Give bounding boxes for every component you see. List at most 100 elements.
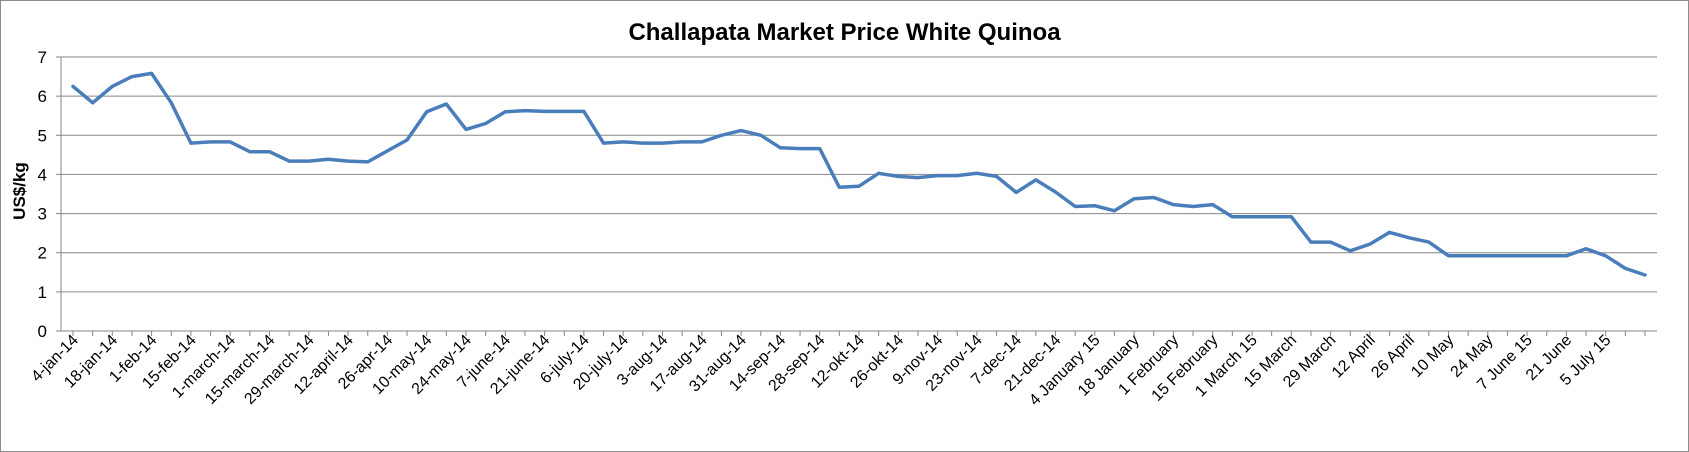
data-point: [661, 141, 664, 145]
data-point: [1407, 236, 1411, 240]
data-point: [209, 140, 213, 144]
x-tick-label: 10 May: [1408, 332, 1457, 381]
data-point: [719, 133, 723, 137]
data-point: [1250, 215, 1254, 219]
data-point: [1505, 254, 1509, 258]
data-point: [307, 159, 311, 163]
data-point: [700, 140, 704, 144]
data-point: [1211, 203, 1215, 207]
data-point: [1073, 205, 1077, 209]
data-point: [523, 109, 527, 113]
data-point: [1191, 205, 1195, 209]
data-point: [484, 122, 488, 126]
data-point: [366, 160, 370, 164]
data-point: [444, 102, 448, 106]
data-point: [1270, 215, 1274, 219]
data-point: [1230, 215, 1234, 219]
data-point: [1388, 230, 1392, 234]
data-point: [405, 138, 409, 142]
y-tick-label: 6: [38, 87, 47, 106]
data-point: [582, 109, 586, 113]
y-tick-label: 7: [38, 48, 47, 67]
data-point: [268, 150, 271, 154]
data-point: [1289, 215, 1293, 219]
data-point: [1329, 240, 1333, 244]
x-tick-label: 26 April: [1368, 332, 1418, 382]
data-point: [1525, 254, 1529, 258]
data-point: [287, 159, 291, 163]
gridlines: [61, 56, 1657, 293]
y-tick-label: 3: [38, 205, 47, 224]
y-tick-label: 0: [38, 322, 47, 341]
data-point: [562, 109, 566, 113]
y-tick-label: 5: [38, 126, 47, 145]
data-point: [1014, 190, 1018, 194]
data-point: [975, 171, 979, 175]
data-point: [936, 174, 940, 178]
data-point: [346, 159, 350, 163]
data-point: [248, 150, 252, 154]
data-point: [150, 71, 154, 75]
data-point: [1564, 254, 1568, 258]
data-point: [1171, 203, 1175, 207]
data-point: [503, 110, 507, 114]
data-point: [169, 101, 173, 105]
data-point: [759, 133, 763, 137]
series-layer: [71, 71, 1647, 277]
y-tick-labels: 0 1 2 3 4 5 6 7: [38, 48, 47, 341]
data-point: [1643, 273, 1647, 277]
axes: [56, 56, 1657, 336]
data-point: [877, 171, 881, 175]
data-point: [1093, 204, 1097, 208]
data-point: [778, 146, 782, 150]
data-point: [130, 75, 134, 79]
data-point: [1368, 242, 1372, 246]
data-point: [1309, 240, 1313, 244]
y-tick-label: 2: [38, 244, 47, 263]
data-point: [1034, 178, 1038, 182]
data-point: [385, 149, 389, 153]
data-point: [621, 140, 625, 144]
data-point: [91, 101, 95, 105]
data-point: [896, 174, 900, 178]
y-tick-label: 1: [38, 283, 47, 302]
data-point: [680, 140, 684, 144]
data-point: [464, 127, 468, 131]
data-point: [995, 174, 999, 178]
data-point: [543, 109, 547, 113]
data-point: [955, 174, 959, 178]
x-tick-label: 12 April: [1329, 332, 1379, 382]
data-point: [602, 141, 606, 145]
data-point: [641, 141, 645, 145]
data-point: [110, 84, 114, 88]
data-point: [1054, 190, 1057, 194]
data-point: [1584, 247, 1588, 251]
data-point: [1486, 254, 1490, 258]
x-tick-labels: 4-jan-1418-jan-141-feb-1415-feb-141-marc…: [28, 332, 1614, 410]
data-point: [189, 141, 193, 145]
data-point: [1545, 254, 1549, 258]
data-point: [1466, 254, 1470, 258]
data-point: [326, 157, 330, 161]
data-point: [1447, 254, 1450, 258]
data-point: [798, 147, 802, 151]
data-point: [1427, 240, 1431, 244]
data-point: [1604, 254, 1608, 258]
data-point: [1132, 197, 1136, 201]
data-point: [71, 84, 75, 88]
data-point: [1348, 249, 1352, 253]
data-point: [1112, 209, 1116, 213]
chart-title: Challapata Market Price White Quinoa: [628, 19, 1061, 46]
y-tick-label: 4: [38, 165, 47, 184]
data-point: [857, 184, 861, 188]
data-point: [1152, 196, 1156, 200]
data-point: [818, 147, 822, 151]
data-point: [425, 110, 429, 114]
data-point: [916, 176, 920, 180]
y-axis-label: US$/kg: [10, 162, 29, 220]
data-point: [1623, 266, 1627, 270]
data-point: [228, 140, 232, 144]
data-point: [739, 129, 743, 133]
